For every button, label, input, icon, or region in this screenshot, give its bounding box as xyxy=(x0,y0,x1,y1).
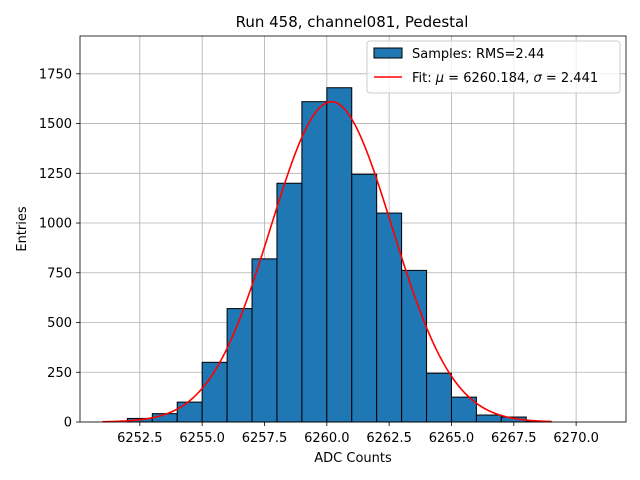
y-axis-ticks: 0 250 500 750 1000 1250 1500 1750 xyxy=(39,67,80,431)
histogram-bar xyxy=(450,396,477,423)
legend-fit-mu-symbol: μ xyxy=(435,71,444,86)
y-tick-label: 0 xyxy=(64,416,72,431)
histogram-bar xyxy=(301,101,328,423)
histogram-bar xyxy=(326,87,353,423)
chart-title: Run 458, channel081, Pedestal xyxy=(236,13,469,31)
y-tick-label: 1500 xyxy=(39,117,72,132)
histogram-bar xyxy=(176,401,203,423)
plot-area: 6252.5 6255.0 6257.5 6260.0 6262.5 6265.0 6267… xyxy=(39,35,627,446)
legend-fit-label: Fit: μ = 6260.184, σ = 2.441 xyxy=(412,71,598,86)
histogram-bar xyxy=(226,308,253,423)
x-tick-label: 6267.5 xyxy=(491,431,537,446)
y-tick-label: 1000 xyxy=(39,217,72,232)
histogram-bars xyxy=(126,87,552,423)
y-tick-label: 500 xyxy=(47,316,72,331)
legend: Samples: RMS=2.44 Fit: μ = 6260.184, σ =… xyxy=(366,40,621,94)
y-tick-label: 1250 xyxy=(39,167,72,182)
legend-fit-sigma-symbol: σ xyxy=(534,71,543,86)
x-tick-label: 6262.5 xyxy=(366,431,412,446)
legend-samples-label: Samples: RMS=2.44 xyxy=(412,47,544,62)
legend-fit-mu-value: = 6260.184, xyxy=(444,71,533,86)
fit-curve xyxy=(102,100,552,423)
y-axis-label: Entries xyxy=(15,206,30,252)
histogram-bar xyxy=(376,212,403,423)
x-tick-label: 6255.0 xyxy=(179,431,225,446)
legend-fit-sigma-value: = 2.441 xyxy=(542,71,598,86)
x-tick-label: 6270.0 xyxy=(553,431,599,446)
x-axis-label: ADC Counts xyxy=(314,451,392,466)
histogram-bar xyxy=(351,173,378,423)
x-tick-label: 6260.0 xyxy=(304,431,350,446)
histogram-bar xyxy=(251,258,278,423)
legend-samples-patch xyxy=(373,47,403,59)
legend-fit-prefix: Fit: xyxy=(412,71,436,86)
y-tick-label: 1750 xyxy=(39,67,72,82)
x-tick-label: 6265.0 xyxy=(429,431,475,446)
plot-frame xyxy=(79,35,627,423)
x-tick-label: 6252.5 xyxy=(117,431,163,446)
histogram-bar xyxy=(276,182,303,423)
legend-box xyxy=(366,40,621,94)
y-tick-label: 250 xyxy=(47,366,72,381)
y-tick-label: 750 xyxy=(47,266,72,281)
histogram-bar xyxy=(426,372,452,423)
x-tick-label: 6257.5 xyxy=(242,431,288,446)
x-axis-ticks: 6252.5 6255.0 6257.5 6260.0 6262.5 6265.0 6267… xyxy=(117,422,599,446)
histogram-bar xyxy=(475,414,502,423)
